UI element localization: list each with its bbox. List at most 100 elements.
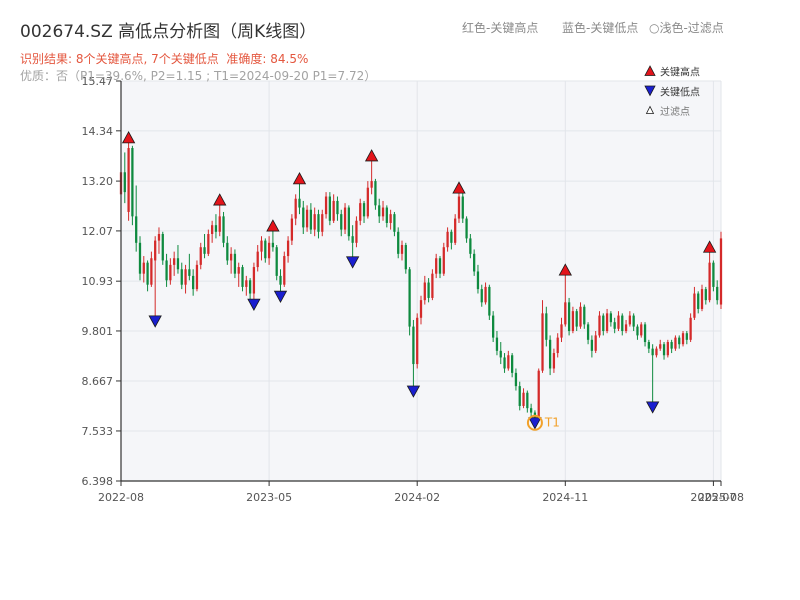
candle-body <box>454 218 457 243</box>
candle-body <box>602 315 605 331</box>
candle-body <box>488 286 491 316</box>
candle-body <box>689 317 692 340</box>
candle-body <box>427 282 430 298</box>
candle-body <box>203 247 206 254</box>
legend-key-low-marker <box>644 85 656 97</box>
candle-body <box>446 231 449 248</box>
candle-body <box>678 337 681 345</box>
candle-body <box>340 214 343 230</box>
key-high-marker <box>292 172 307 185</box>
candle-body <box>165 260 168 281</box>
candle-body <box>404 245 407 270</box>
candle-body <box>374 181 377 206</box>
candle-body <box>343 207 347 230</box>
candle-body <box>632 315 635 327</box>
candle-body <box>366 187 369 217</box>
candle-body <box>617 315 620 329</box>
candle-body <box>624 324 628 331</box>
candle-body <box>484 286 487 303</box>
candle-body <box>188 269 191 276</box>
candle-body <box>556 337 559 354</box>
key-high-marker <box>213 193 227 206</box>
chart-title: 002674.SZ 高低点分析图（周K线图） <box>20 22 317 42</box>
annotation-circle <box>526 414 543 431</box>
candle-body <box>336 200 339 215</box>
candle-body <box>222 216 225 243</box>
candle-body <box>575 311 578 327</box>
candle-body <box>674 337 677 349</box>
candle-body <box>138 242 142 274</box>
candle-body <box>218 216 221 232</box>
candle-body <box>241 267 244 287</box>
candle-body <box>192 275 195 290</box>
candle-body <box>229 253 233 261</box>
candle-body <box>400 245 404 254</box>
candle-body <box>378 205 381 217</box>
candle-body <box>412 326 415 365</box>
candle-body <box>586 324 590 340</box>
x-tick-label: 2024-02 <box>394 491 440 504</box>
candle-body <box>283 256 286 285</box>
candle-body <box>381 207 385 217</box>
key-low-marker <box>528 417 542 430</box>
candle-body <box>647 342 650 349</box>
key-low-marker <box>148 315 162 328</box>
candle-body <box>666 342 669 356</box>
candle-body <box>173 258 176 265</box>
candle-body <box>476 271 480 290</box>
candle-body <box>609 313 613 323</box>
candle-body <box>207 233 210 254</box>
candle-body <box>583 306 586 325</box>
key-high-marker <box>558 263 572 276</box>
candle-body <box>127 148 130 212</box>
candle-body <box>450 231 453 243</box>
x-tick-label: 2025-07 <box>690 491 736 504</box>
key-low-marker <box>273 290 288 304</box>
candle-body <box>245 280 248 287</box>
candle-body <box>362 203 366 217</box>
candle-body <box>548 339 552 369</box>
key-low-marker <box>247 298 261 311</box>
candle-body <box>567 302 571 331</box>
candle-body <box>157 233 161 241</box>
candle-body <box>435 258 438 274</box>
candle-body <box>154 240 157 261</box>
candle-body <box>123 172 126 193</box>
y-tick-label: 15.47 <box>82 75 114 88</box>
candle-body <box>499 350 502 358</box>
candles <box>119 137 723 423</box>
candle-body <box>294 198 297 219</box>
candle-body <box>529 408 533 413</box>
candle-body <box>370 181 373 188</box>
legend-key-low-label: 关键低点 <box>660 86 700 99</box>
candle-body <box>279 275 282 285</box>
candle-body <box>579 306 582 327</box>
candle-body <box>233 253 237 274</box>
chart-legend: 关键高点 关键低点 过滤点 <box>644 65 700 118</box>
x-tick-label: 2022-08 <box>98 491 144 504</box>
y-tick-label: 12.07 <box>82 225 114 238</box>
candle-body <box>655 348 658 356</box>
candle-body <box>184 269 187 285</box>
candle-body <box>347 207 350 237</box>
candle-body <box>393 214 396 232</box>
candle-body <box>419 300 423 318</box>
key-point-markers <box>121 131 717 430</box>
candle-body <box>461 196 464 219</box>
legend-filtered-marker <box>645 105 655 114</box>
annotation-label: T1 <box>544 416 560 430</box>
y-tick-label: 13.20 <box>82 175 114 188</box>
candle-body <box>564 302 567 325</box>
candle-body <box>526 392 529 409</box>
candle-body <box>290 218 294 241</box>
recognition-result: 识别结果: 8个关键高点, 7个关键低点 准确度: 84.5% <box>20 52 309 66</box>
candle-body <box>514 372 518 387</box>
key-high-marker <box>702 240 717 253</box>
candle-body <box>131 148 134 217</box>
legend-filtered-label: 过滤点 <box>660 105 690 118</box>
header-legend-low: 蓝色-关键低点 <box>562 21 639 35</box>
candle-body <box>640 324 643 336</box>
y-tick-label: 8.667 <box>82 375 114 388</box>
candle-body <box>708 262 711 301</box>
legend-key-high-marker <box>644 65 656 76</box>
